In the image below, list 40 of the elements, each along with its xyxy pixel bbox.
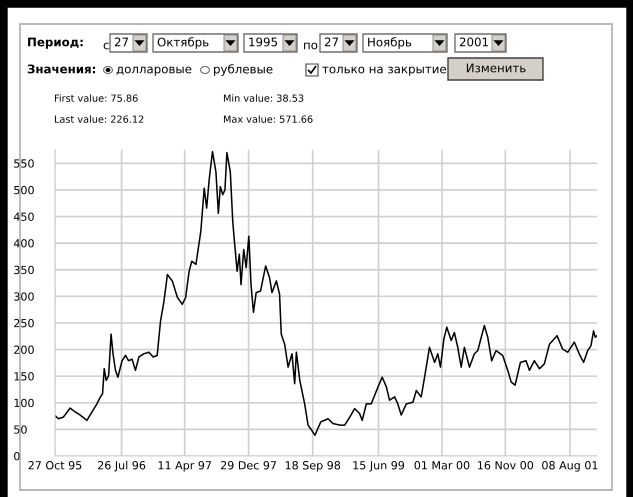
y-tick-label: 50: [14, 425, 27, 434]
text: Max value: 571.66: [224, 115, 313, 123]
text: Last value: 226.12: [54, 115, 144, 123]
x-tick-label: 18 Sep 98: [286, 461, 340, 472]
y-tick-label: 500: [14, 186, 34, 194]
text: долларовые: [116, 66, 192, 76]
text: только на закрытие: [322, 66, 446, 76]
x-tick-label: 26 Jul 96: [98, 460, 146, 472]
y-tick-label: 400: [14, 239, 34, 248]
y-tick-label: 150: [14, 372, 34, 381]
text: Min value: 38.53: [224, 94, 304, 102]
y-tick-label: 300: [14, 292, 34, 301]
x-tick-label: 27 Oct 95: [28, 461, 82, 470]
text: 1995: [249, 37, 278, 46]
x-tick-label: 08 Aug 01: [542, 461, 598, 472]
text: 2001: [460, 37, 488, 46]
y-tick-label: 450: [14, 212, 34, 221]
y-tick-label: 0: [14, 452, 20, 460]
text: 27: [324, 37, 338, 46]
text: Значения:: [28, 64, 96, 74]
y-tick-label: 350: [14, 266, 34, 274]
text: Ноябрь: [368, 37, 412, 49]
y-tick-label: 550: [14, 159, 34, 168]
y-tick-label: 100: [14, 398, 34, 408]
text: First value: 75.86: [54, 94, 138, 102]
text: Октябрь: [158, 37, 208, 49]
x-tick-label: 11 Apr 97: [158, 461, 212, 472]
x-tick-label: 29 Dec 97: [220, 461, 276, 470]
text: 27: [114, 37, 128, 46]
text: Изменить: [466, 64, 526, 72]
x-tick-label: 01 Mar 00: [414, 461, 470, 470]
text: рублевые: [214, 64, 272, 76]
x-tick-label: 16 Nov 00: [478, 461, 534, 470]
text: по: [304, 42, 318, 50]
text: с: [104, 42, 109, 50]
y-tick-label: 200: [14, 346, 34, 354]
line-series: [55, 150, 597, 436]
x-tick-label: 15 Jun 99: [353, 461, 404, 472]
text: Период:: [28, 38, 83, 49]
y-tick-label: 250: [14, 318, 34, 328]
